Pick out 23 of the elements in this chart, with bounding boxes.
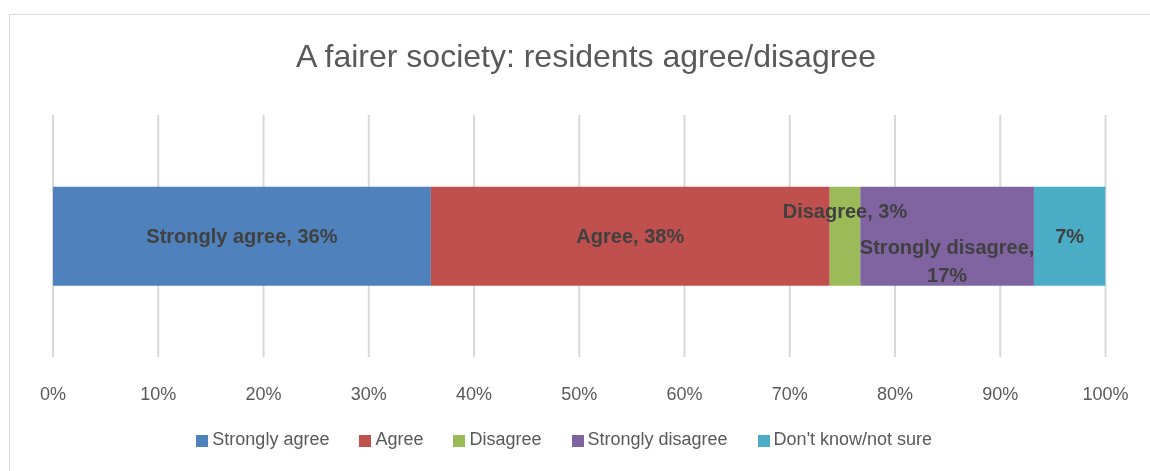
- data-label: Strongly disagree, 17%: [859, 236, 1035, 287]
- bar: [1033, 186, 1106, 286]
- legend-label: Disagree: [469, 429, 542, 449]
- legend-label: Agree: [375, 429, 424, 449]
- legend-label: Don't know/not sure: [773, 429, 933, 449]
- x-tick-label: 30%: [350, 383, 387, 404]
- bar: [53, 186, 431, 286]
- x-tick-label: 80%: [876, 383, 914, 404]
- chart-title: A fairer society: residents agree/disagree: [296, 38, 876, 74]
- x-tick-label: 40%: [455, 383, 493, 404]
- x-tick-label: 70%: [771, 383, 808, 404]
- data-label: Agree, 38%: [576, 225, 685, 248]
- x-tick-label: 10%: [140, 383, 177, 404]
- x-tick-label: 0%: [39, 383, 67, 404]
- x-tick-label: 100%: [1082, 383, 1129, 404]
- data-label: Strongly agree, 36%: [146, 225, 338, 248]
- x-tick-label: 50%: [561, 383, 598, 404]
- legend-label: Strongly agree: [212, 429, 330, 449]
- x-tick-label: 60%: [666, 383, 703, 404]
- x-tick-label: 90%: [982, 383, 1019, 404]
- legend-label: Strongly disagree: [587, 429, 728, 449]
- data-label: 7%: [1055, 225, 1085, 248]
- x-tick-label: 20%: [245, 383, 282, 404]
